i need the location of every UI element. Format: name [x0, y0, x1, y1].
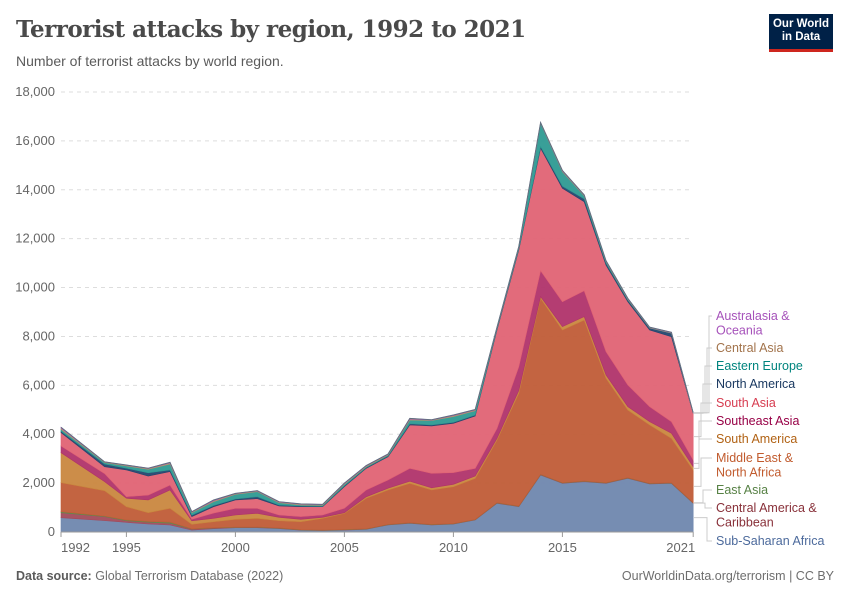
legend-connector: [694, 420, 712, 464]
y-tick-label: 10,000: [15, 280, 55, 295]
logo-line-1: Our World: [772, 18, 829, 30]
legend-connector: [694, 402, 712, 438]
y-tick-label: 14,000: [15, 182, 55, 197]
legend-label[interactable]: North America: [716, 377, 795, 391]
source-label: Data source:: [16, 569, 92, 583]
chart-title: Terrorist attacks by region, 1992 to 202…: [16, 16, 526, 43]
legend-connector: [694, 502, 712, 509]
legend-label[interactable]: South Asia: [716, 396, 776, 410]
legend-label[interactable]: Sub-Saharan Africa: [716, 534, 824, 548]
owid-logo[interactable]: Our World in Data: [769, 14, 833, 52]
logo-line-2: in Data: [781, 31, 821, 43]
legend-label[interactable]: Southeast Asia: [716, 414, 799, 428]
legend-label[interactable]: North Africa: [716, 466, 781, 480]
legend-label[interactable]: Central Asia: [716, 341, 783, 355]
x-tick-label: 2005: [330, 540, 359, 555]
legend-connector: [694, 517, 712, 542]
legend-label[interactable]: Middle East &: [716, 451, 794, 465]
source-text[interactable]: Global Terrorism Database (2022): [95, 569, 284, 583]
legend-label[interactable]: East Asia: [716, 483, 768, 497]
x-tick-label: 2015: [548, 540, 577, 555]
y-tick-label: 12,000: [15, 231, 55, 246]
x-tick-label: 2010: [439, 540, 468, 555]
credit-link[interactable]: OurWorldinData.org/terrorism | CC BY: [621, 569, 834, 583]
y-tick-label: 16,000: [15, 133, 55, 148]
total-outline: [60, 120, 694, 513]
y-tick-label: 4,000: [22, 426, 55, 441]
legend-label[interactable]: Eastern Europe: [716, 359, 803, 373]
legend-label[interactable]: Oceania: [716, 324, 763, 338]
y-tick-label: 8,000: [22, 328, 55, 343]
x-tick-label: 1992: [61, 540, 90, 555]
y-tick-label: 2,000: [22, 475, 55, 490]
x-tick-label: 2000: [221, 540, 250, 555]
chart-subtitle: Number of terrorist attacks by world reg…: [16, 53, 284, 69]
x-tick-label: 1995: [112, 540, 141, 555]
legend-label[interactable]: Caribbean: [716, 516, 774, 530]
y-tick-label: 18,000: [15, 84, 55, 99]
y-tick-label: 0: [48, 524, 55, 539]
x-tick-label: 2021: [666, 540, 695, 555]
y-tick-label: 6,000: [22, 377, 55, 392]
legend-connector: [694, 489, 712, 504]
legend-connector: [694, 438, 712, 469]
data-source: Data source: Global Terrorism Database (…: [16, 569, 283, 583]
legend-connector: [694, 457, 712, 487]
legend-connector: [694, 383, 712, 414]
legend-label[interactable]: Central America &: [716, 501, 817, 515]
legend-label[interactable]: Australasia &: [716, 309, 790, 323]
legend-label[interactable]: South America: [716, 432, 797, 446]
